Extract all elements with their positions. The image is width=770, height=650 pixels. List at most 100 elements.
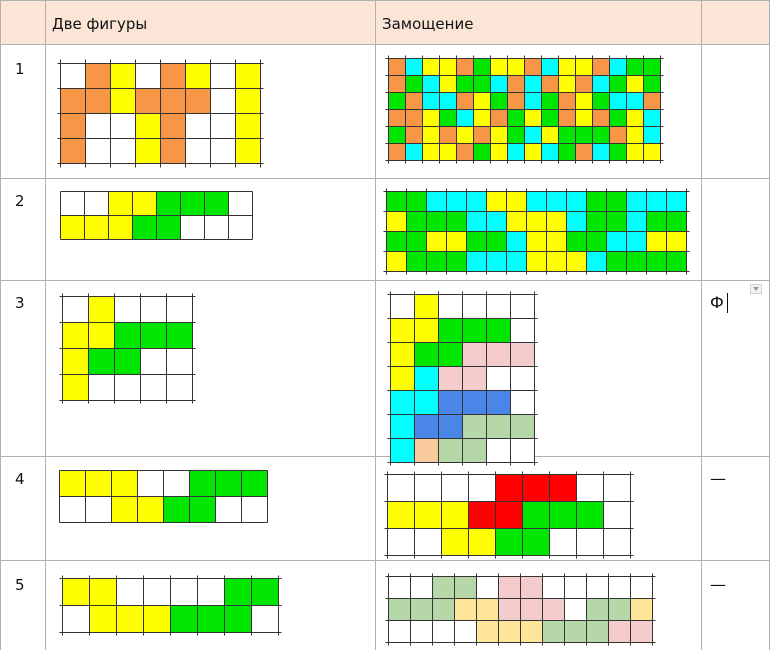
grid-square [60,138,86,164]
grid-square [608,620,631,643]
grid-square [210,88,236,114]
remark-cell[interactable]: — [710,575,726,594]
header-two-figures[interactable]: Две фигуры [52,15,148,33]
grid-square [132,191,157,216]
grid-square [116,578,144,606]
grid-square [438,294,463,319]
grid-square [390,438,415,463]
row-divider [0,280,770,281]
grid-square [143,605,171,633]
grid-square [506,191,527,212]
grid-square [163,496,190,523]
grid-square [197,605,225,633]
grid-square [414,342,439,367]
grid-square [510,390,535,415]
grid-square [507,75,525,93]
grid-square [140,296,167,323]
grid-square [62,296,89,323]
grid-square [473,58,491,76]
column-divider [0,0,1,650]
grid-square [586,620,609,643]
grid-square [446,231,467,252]
grid-square [62,322,89,349]
cell-dropdown-icon[interactable] [750,284,762,294]
grid-square [558,75,576,93]
grid-square [476,598,499,621]
row-divider [0,178,770,179]
remark-cell[interactable]: — [710,469,726,488]
grid-square [111,470,138,497]
grid-square [495,501,523,529]
grid-square [137,496,164,523]
grid-square [180,191,205,216]
grid-square [473,126,491,144]
grid-square [524,126,542,144]
grid-square [85,138,111,164]
row-number[interactable]: 1 [15,60,25,78]
grid-square [542,576,565,599]
grid-square [414,414,439,439]
grid-square [456,58,474,76]
grid-square [592,58,610,76]
grid-square [626,109,644,127]
grid-square [426,211,447,232]
grid-square [406,231,427,252]
figure-pair-grid [59,470,268,523]
remark-cell[interactable]: Ф [710,293,724,312]
grid-square [386,211,407,232]
grid-square [626,143,644,161]
row-number[interactable]: 2 [15,192,25,210]
grid-square [386,191,407,212]
grid-square [592,126,610,144]
grid-square [630,598,653,621]
grid-square [89,605,117,633]
header-cell-c [375,0,701,44]
grid-square [135,88,161,114]
grid-square [143,578,171,606]
grid-square [646,211,667,232]
header-cell-d [701,0,770,44]
grid-square [576,474,604,502]
grid-square [60,113,86,139]
grid-square [135,113,161,139]
grid-square [414,390,439,415]
grid-square [108,191,133,216]
grid-square [166,322,193,349]
grid-square [468,528,496,556]
header-tiling[interactable]: Замощение [382,15,474,33]
grid-square [59,470,86,497]
grid-square [405,143,423,161]
grid-square [84,191,109,216]
grid-square [626,92,644,110]
grid-square [388,92,406,110]
row-number[interactable]: 4 [15,470,25,488]
grid-square [549,501,577,529]
row-number[interactable]: 3 [15,294,25,312]
grid-square [456,126,474,144]
grid-square [592,109,610,127]
grid-square [486,251,507,272]
grid-square [140,374,167,401]
grid-square [185,88,211,114]
grid-square [541,58,559,76]
grid-square [189,470,216,497]
grid-square [422,92,440,110]
grid-square [439,143,457,161]
grid-square [626,211,647,232]
grid-square [507,126,525,144]
grid-square [88,296,115,323]
grid-square [185,138,211,164]
grid-square [215,470,242,497]
grid-square [643,75,661,93]
grid-square [546,251,567,272]
grid-square [210,138,236,164]
grid-square [575,109,593,127]
grid-square [576,528,604,556]
grid-square [84,215,109,240]
row-divider [0,560,770,561]
row-number[interactable]: 5 [15,576,25,594]
grid-square [422,75,440,93]
grid-square [62,374,89,401]
grid-square [558,126,576,144]
grid-square [592,75,610,93]
